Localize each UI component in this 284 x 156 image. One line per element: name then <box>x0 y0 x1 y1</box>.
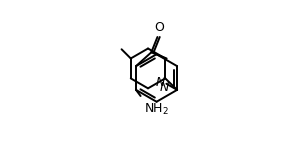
Text: N: N <box>156 76 165 89</box>
Text: O: O <box>154 21 164 34</box>
Text: N: N <box>160 81 169 94</box>
Text: NH$_2$: NH$_2$ <box>144 102 169 117</box>
